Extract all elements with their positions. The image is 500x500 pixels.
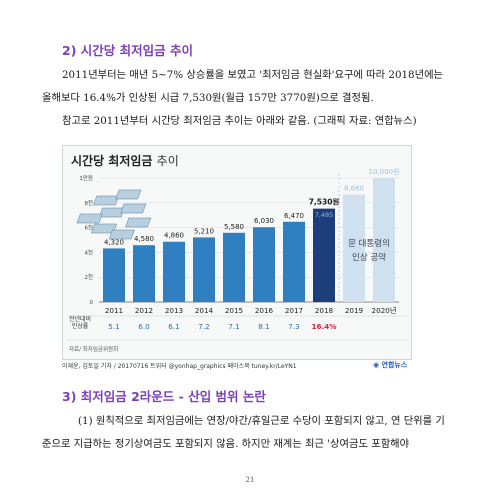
bar-value-label: 8,660	[344, 185, 364, 193]
bar-value-label: 6,470	[284, 212, 304, 220]
paragraph-line: 올해보다 16.4%가 인상된 시급 7,530원(월급 157만 3770원)…	[42, 92, 374, 104]
x-tick-label: 2015	[224, 306, 244, 315]
rate-value: 7.2	[198, 322, 210, 331]
bar	[343, 194, 365, 302]
bar-value-label: 4,320	[104, 238, 124, 246]
bar	[103, 248, 125, 302]
x-tick-label: 2014	[194, 306, 214, 315]
money-stack-icon	[76, 213, 103, 224]
bar	[193, 237, 215, 302]
bar-inner-label: 7,485	[315, 211, 334, 219]
y-tick-label: 6천	[84, 224, 93, 232]
x-tick-label: 2012	[134, 306, 154, 315]
yonhap-logo: ◉ 연합뉴스	[373, 361, 408, 369]
x-tick-label: 2013	[164, 306, 184, 315]
bar-value-label: 6,030	[254, 217, 274, 225]
rate-value: 5.1	[108, 322, 120, 331]
x-tick-label: 2018	[314, 306, 334, 315]
y-tick-label: 2천	[84, 273, 93, 281]
bar	[313, 208, 335, 302]
bar	[373, 178, 395, 302]
page-number: 21	[245, 476, 255, 484]
bar-value-label: 4,860	[164, 232, 184, 240]
bar	[223, 232, 245, 302]
bar-value-label: 5,580	[224, 223, 244, 231]
section-2-heading: 2) 시간당 최저임금 추이	[62, 43, 193, 58]
rate-value: 7.3	[288, 322, 300, 331]
money-stack-icon	[115, 189, 142, 200]
chart-annotation: 문 대통령의	[348, 238, 390, 249]
rate-value: 6.1	[168, 322, 180, 331]
chart-title: 시간당 최저임금 추이	[71, 154, 179, 168]
bar-chart: 0 2천 4천 6천 8천 1만원 4,320 4,580 4,860 5,210 5,580 6,0…	[67, 167, 407, 341]
x-tick-label: 2019	[344, 306, 364, 315]
section-3-heading: 3) 최저임금 2라운드 - 산입 범위 논란	[62, 389, 266, 404]
rate-value: 16.4%	[311, 322, 337, 331]
rate-value: 7.1	[228, 322, 240, 331]
x-tick-label: 2011	[104, 306, 124, 315]
paragraph-line: (1) 원칙적으로 최저임금에는 연장/야간/휴일근로 수당이 포함되지 않고,…	[78, 415, 445, 427]
money-stack-icon	[125, 217, 152, 228]
rate-label: 전년대비 인상률	[69, 316, 92, 330]
bar-value-label: 10,000원	[369, 167, 400, 176]
rate-value: 6.0	[138, 322, 150, 331]
bar-value-label: 4,580	[134, 235, 154, 243]
chart-source: 자료/ 최저임금위원회	[69, 347, 119, 353]
y-tick-label: 4천	[84, 248, 93, 256]
bar-value-label: 7,530원	[309, 197, 340, 207]
y-tick-label: 8천	[84, 199, 93, 207]
chart-credit: 이재윤, 김토일 기자 / 20170716 트위터 @yonhap_graph…	[62, 363, 297, 370]
bar	[253, 227, 275, 302]
chart-annotation: 인상 공약	[352, 252, 386, 263]
paragraph-line: 준으로 지급하는 정기상여금도 포함되지 않음. 하지만 재계는 최근 '상여금…	[42, 438, 410, 450]
y-tick-label: 0	[90, 300, 94, 306]
paragraph-line: 참고로 2011년부터 시간당 최저임금 추이는 아래와 같음. (그래픽 자료…	[62, 115, 417, 127]
money-stack-icon	[93, 195, 120, 206]
paragraph-line: 2011년부터는 매년 5~7% 상승률을 보였고 '최저임금 현실화'요구에 …	[62, 69, 444, 81]
bar	[163, 241, 185, 302]
money-stack-icon	[120, 203, 147, 214]
bar-value-label: 5,210	[194, 227, 214, 235]
y-tick-label: 1만원	[79, 174, 93, 182]
x-tick-label: 2020년	[371, 306, 397, 315]
money-stack-icon	[90, 223, 117, 234]
bar	[283, 221, 305, 302]
chart-panel: 시간당 최저임금 추이 0 2천 4천 6천 8천 1만원 4,320 4,580 4,860 5…	[62, 145, 412, 360]
x-tick-label: 2016	[254, 306, 274, 315]
bar	[133, 245, 155, 302]
x-tick-label: 2017	[284, 306, 304, 315]
rate-value: 8.1	[258, 322, 270, 331]
money-stack-icon	[108, 229, 135, 240]
